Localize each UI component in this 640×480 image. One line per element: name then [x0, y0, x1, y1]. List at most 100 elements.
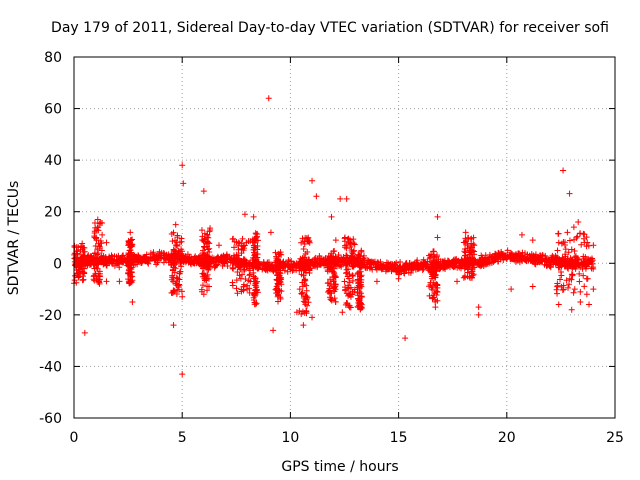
spread-point — [427, 279, 434, 286]
spread-point — [172, 237, 179, 244]
spread-point — [344, 236, 351, 243]
band-point — [213, 262, 220, 269]
chart-title: Day 179 of 2011, Sidereal Day-to-day VTE… — [51, 20, 609, 36]
spread-point — [240, 283, 247, 290]
spread-point — [464, 269, 471, 276]
spread-point — [234, 252, 241, 259]
spread-point — [345, 266, 352, 273]
band-point — [508, 252, 515, 259]
band-point — [153, 261, 160, 268]
spread-point — [79, 253, 86, 260]
spread-point — [202, 252, 209, 259]
spread-point — [176, 239, 183, 246]
band-point — [269, 265, 276, 272]
spread-point — [566, 275, 573, 282]
spread-point — [277, 263, 284, 270]
spread-point — [298, 271, 305, 278]
spread-point — [345, 284, 352, 291]
spread-point — [351, 241, 358, 248]
spread-point — [277, 276, 284, 283]
band-point — [186, 254, 193, 261]
band-point — [109, 256, 116, 263]
spread-point — [125, 242, 132, 249]
spread-point — [129, 236, 136, 243]
spread-point — [566, 281, 573, 288]
spread-point — [245, 261, 252, 268]
outlier-point — [172, 221, 179, 228]
spread-point — [576, 270, 583, 277]
spread-point — [297, 264, 304, 271]
spread-point — [349, 272, 356, 279]
spread-point — [560, 239, 567, 246]
spread-point — [570, 236, 577, 243]
spread-point — [330, 248, 337, 255]
y-tick-label: 80 — [44, 50, 62, 66]
spread-point — [246, 272, 253, 279]
spread-point — [171, 261, 178, 268]
spread-point — [460, 239, 467, 246]
band-point — [480, 262, 487, 269]
spread-point — [568, 271, 575, 278]
band-point — [224, 263, 231, 270]
band-point — [589, 257, 596, 264]
band-point — [401, 270, 408, 277]
band-point — [289, 267, 296, 274]
band-point — [214, 261, 221, 268]
outlier-point — [529, 237, 536, 244]
outlier-point — [241, 211, 248, 218]
spread-point — [432, 282, 439, 289]
band-point — [588, 265, 595, 272]
band-point — [115, 260, 122, 267]
grid-lines — [74, 57, 615, 418]
spread-point — [93, 237, 100, 244]
band-point — [442, 263, 449, 270]
spread-point — [233, 239, 240, 246]
spread-point — [198, 227, 205, 234]
spread-point — [332, 283, 339, 290]
spread-point — [128, 250, 135, 257]
spread-point — [302, 250, 309, 257]
spread-point — [428, 269, 435, 276]
spread-point — [426, 283, 433, 290]
outlier-point — [373, 278, 380, 285]
spread-point — [358, 294, 365, 301]
spread-point — [236, 264, 243, 271]
band-point — [182, 253, 189, 260]
outlier-point — [200, 291, 207, 298]
spread-point — [302, 269, 309, 276]
spread-point — [470, 271, 477, 278]
spread-point — [245, 277, 252, 284]
spread-point — [350, 248, 357, 255]
spread-point — [467, 275, 474, 282]
spread-point — [562, 246, 569, 253]
spread-point — [93, 261, 100, 268]
spread-point — [558, 240, 565, 247]
spread-point — [71, 255, 78, 262]
spread-point — [561, 241, 568, 248]
band-point — [387, 264, 394, 271]
spread-point — [303, 310, 310, 317]
outlier-point — [313, 193, 320, 200]
outlier-point — [270, 327, 277, 334]
spread-point — [237, 275, 244, 282]
band-point — [499, 250, 506, 257]
outlier-point — [590, 242, 597, 249]
spread-point — [231, 255, 238, 262]
spread-point — [356, 253, 363, 260]
spread-point — [246, 289, 253, 296]
spread-point — [174, 232, 181, 239]
spread-point — [129, 273, 136, 280]
spread-point — [200, 261, 207, 268]
band-point — [523, 258, 530, 265]
outlier-point — [127, 229, 134, 236]
spread-point — [554, 247, 561, 254]
outlier-point — [583, 291, 590, 298]
y-tick-label: 60 — [44, 102, 62, 118]
spread-point — [581, 231, 588, 238]
outlier-point — [332, 237, 339, 244]
spread-point — [566, 237, 573, 244]
band-point — [578, 260, 585, 267]
band-point — [290, 260, 297, 267]
spread-point — [275, 259, 282, 266]
spread-point — [327, 253, 334, 260]
